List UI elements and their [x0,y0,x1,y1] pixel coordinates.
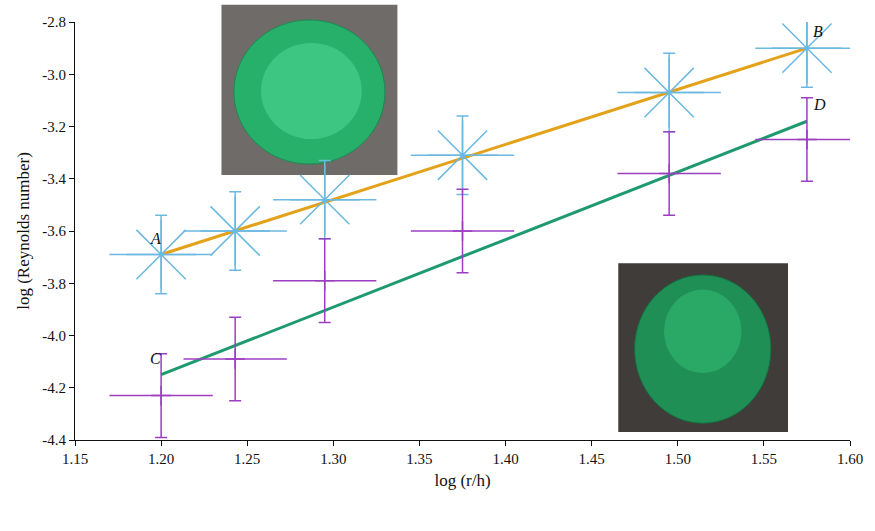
svg-text:A: A [150,230,161,247]
svg-text:1.30: 1.30 [320,451,346,467]
svg-text:1.60: 1.60 [837,451,863,467]
svg-text:-3.8: -3.8 [42,276,66,292]
svg-text:-2.8: -2.8 [42,14,66,30]
svg-text:D: D [813,96,826,113]
svg-text:-3.2: -3.2 [42,119,66,135]
svg-text:1.20: 1.20 [148,451,174,467]
svg-text:-3.0: -3.0 [42,67,66,83]
svg-text:1.15: 1.15 [62,451,88,467]
svg-text:log (Reynolds number): log (Reynolds number) [14,152,33,310]
svg-text:1.40: 1.40 [492,451,518,467]
svg-text:C: C [150,350,161,367]
svg-text:-4.4: -4.4 [42,432,66,448]
svg-text:1.45: 1.45 [579,451,605,467]
svg-text:-4.2: -4.2 [42,380,66,396]
svg-text:-3.6: -3.6 [42,223,66,239]
svg-text:-3.4: -3.4 [42,171,66,187]
svg-text:-4.0: -4.0 [42,328,66,344]
svg-text:1.55: 1.55 [751,451,777,467]
svg-text:1.50: 1.50 [665,451,691,467]
svg-text:B: B [813,23,823,40]
svg-text:1.25: 1.25 [234,451,260,467]
svg-text:1.35: 1.35 [406,451,432,467]
svg-text:log (r/h): log (r/h) [434,471,490,490]
